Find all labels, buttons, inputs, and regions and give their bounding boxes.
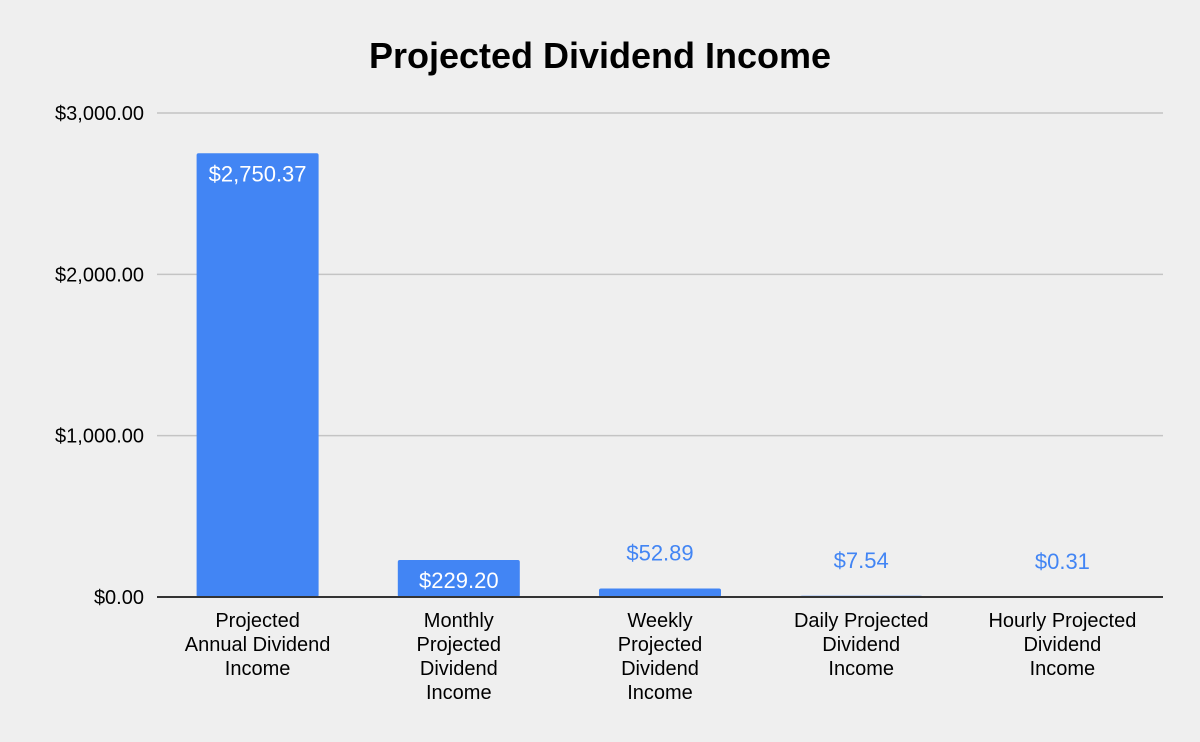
y-tick-label: $1,000.00 <box>55 426 144 448</box>
x-tick-label-line: Projected <box>417 634 502 656</box>
y-tick-label: $3,000.00 <box>55 103 144 125</box>
bar <box>196 153 319 598</box>
x-tick-label-line: Dividend <box>420 658 498 680</box>
data-label: $7.54 <box>834 548 889 573</box>
x-tick-label-line: Daily Projected <box>794 610 929 632</box>
y-tick-label: $0.00 <box>94 587 144 609</box>
x-tick-label: Daily Projected Dividend Income <box>794 610 929 680</box>
data-labels: $2,750.37 $229.20 $52.89 $7.54 $0.31 <box>209 161 1090 593</box>
x-tick-label-line: Income <box>426 682 492 704</box>
x-tick-label-line: Income <box>627 682 693 704</box>
x-tick-label-line: Weekly <box>627 610 692 632</box>
x-tick-label: Projected Annual Dividend Income <box>185 610 331 680</box>
x-tick-label: Weekly Projected Dividend Income <box>618 610 703 704</box>
x-tick-label-line: Hourly Projected <box>988 610 1136 632</box>
data-label: $52.89 <box>626 540 693 565</box>
x-tick-label-line: Monthly <box>424 610 494 632</box>
x-tick-label: Monthly Projected Dividend Income <box>417 610 502 704</box>
y-tick-label: $2,000.00 <box>55 264 144 286</box>
x-tick-label-line: Dividend <box>822 634 900 656</box>
x-tick-label-line: Projected <box>215 610 300 632</box>
data-label: $0.31 <box>1035 549 1090 574</box>
bar <box>599 588 721 597</box>
x-tick-label-line: Annual Dividend <box>185 634 331 656</box>
x-tick-label: Hourly Projected Dividend Income <box>988 610 1136 680</box>
chart-title: Projected Dividend Income <box>369 35 831 76</box>
bars <box>196 153 1124 598</box>
x-tick-label-line: Income <box>1030 658 1096 680</box>
x-tick-label-line: Income <box>828 658 894 680</box>
x-tick-label-line: Projected <box>618 634 703 656</box>
y-axis-tick-labels: $0.00 $1,000.00 $2,000.00 $3,000.00 <box>55 103 144 609</box>
x-tick-label-line: Dividend <box>621 658 699 680</box>
gridlines <box>157 112 1163 437</box>
x-tick-label-line: Income <box>225 658 291 680</box>
bar <box>397 560 520 597</box>
data-label: $229.20 <box>419 568 499 593</box>
x-tick-label-line: Dividend <box>1023 634 1101 656</box>
data-label: $2,750.37 <box>209 161 307 186</box>
